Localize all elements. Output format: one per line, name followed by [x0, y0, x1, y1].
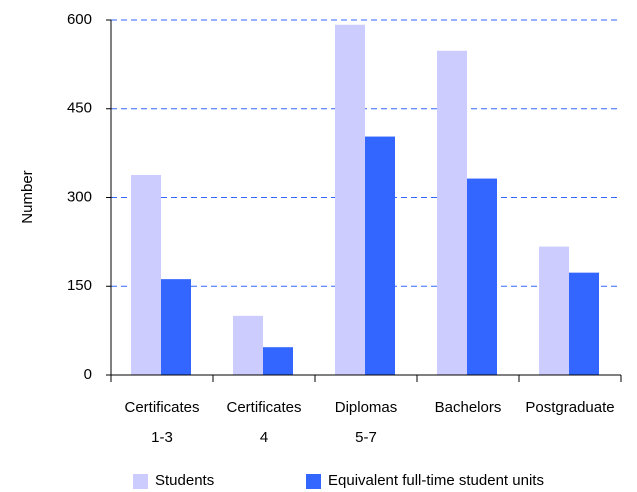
x-tick-label: Postgraduate	[525, 399, 614, 416]
legend-swatch	[133, 474, 148, 489]
y-tick-label: 450	[67, 100, 92, 117]
x-tick-label: Bachelors	[435, 399, 502, 416]
x-tick-label: 1-3	[151, 429, 173, 446]
x-tick-label: Certificates	[124, 399, 199, 416]
y-tick-label: 150	[67, 277, 92, 294]
y-tick-label: 0	[84, 366, 92, 383]
bar	[437, 50, 467, 376]
x-tick-label: Certificates	[226, 399, 301, 416]
legend-swatch	[306, 474, 321, 489]
legend-label: Students	[155, 472, 214, 489]
y-tick-label: 600	[67, 11, 92, 28]
bar	[365, 136, 395, 375]
bar	[263, 347, 293, 375]
bar	[539, 246, 569, 375]
bar	[467, 178, 497, 375]
bar	[233, 315, 263, 375]
x-tick-label: Diplomas	[335, 399, 398, 416]
x-tick-label: 5-7	[355, 429, 377, 446]
y-tick-label: 300	[67, 188, 92, 205]
bar	[131, 175, 161, 375]
y-axis-label: Number	[19, 170, 36, 223]
bar	[569, 272, 599, 375]
legend-label: Equivalent full-time student units	[328, 472, 544, 489]
bar	[161, 279, 191, 375]
x-tick-label: 4	[260, 429, 268, 446]
bar	[335, 24, 365, 375]
